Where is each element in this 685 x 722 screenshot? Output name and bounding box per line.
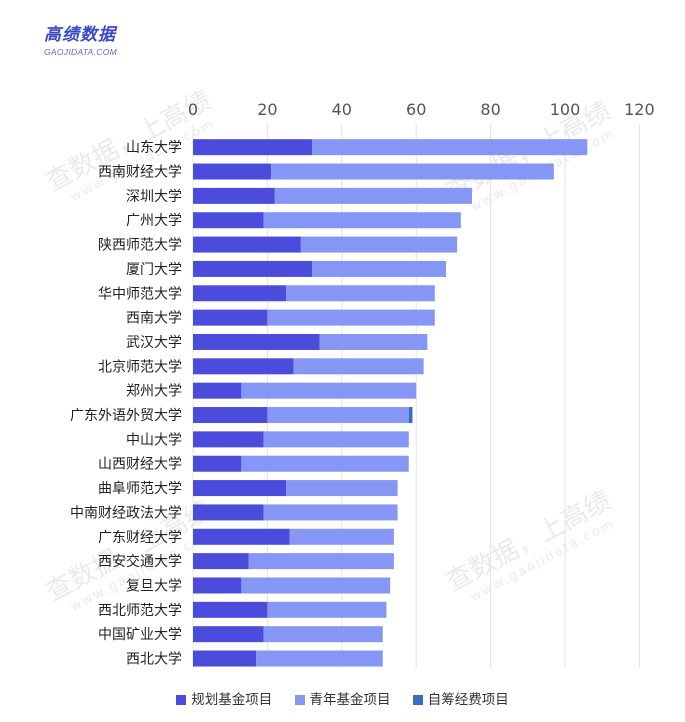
legend-item-self: 自筹经费项目: [412, 688, 509, 708]
x-tick-label: 80: [480, 100, 500, 119]
legend-swatch-youth: [294, 695, 305, 705]
category-label: 北京师范大学: [98, 358, 182, 375]
bar-planning: [193, 333, 320, 350]
category-label: 复旦大学: [126, 577, 182, 594]
bar-planning: [193, 212, 264, 229]
bar-youth: [256, 650, 383, 667]
bar-youth: [271, 163, 554, 180]
category-label: 郑州大学: [126, 384, 182, 400]
bar-planning: [193, 577, 242, 594]
bar-planning: [193, 382, 242, 399]
y-axis-categories: 山东大学西南财经大学深圳大学广州大学陕西师范大学厦门大学华中师范大学西南大学武汉…: [70, 140, 182, 667]
bar-planning: [193, 285, 286, 302]
bar-youth: [263, 212, 461, 229]
legend-item-planning: 规划基金项目: [176, 688, 272, 708]
bar-youth: [300, 236, 458, 253]
bars: [193, 139, 588, 667]
bar-planning: [193, 163, 272, 180]
x-tick-label: 100: [550, 100, 581, 119]
legend-item-youth: 青年基金项目: [294, 688, 391, 708]
x-tick-label: 0: [188, 100, 198, 119]
category-label: 广东财经大学: [98, 530, 182, 546]
category-label: 陕西师范大学: [98, 237, 182, 254]
x-tick-label: 20: [257, 100, 277, 119]
category-label: 山西财经大学: [98, 457, 182, 473]
category-label: 山东大学: [126, 140, 182, 156]
bar-planning: [193, 650, 257, 667]
bar-planning: [193, 455, 242, 472]
category-label: 深圳大学: [126, 189, 182, 205]
bar-youth: [267, 309, 435, 326]
bar-youth: [267, 601, 387, 618]
legend-label-youth: 青年基金项目: [309, 692, 391, 708]
category-label: 西南财经大学: [98, 165, 182, 181]
bar-youth: [248, 553, 394, 570]
category-label: 中南财经政法大学: [70, 505, 182, 521]
bar-planning: [193, 480, 286, 497]
bar-youth: [312, 260, 446, 277]
bar-planning: [193, 431, 264, 448]
bar-youth: [263, 626, 383, 643]
bar-self: [408, 407, 413, 424]
category-label: 曲阜师范大学: [98, 480, 182, 497]
bar-youth: [263, 431, 409, 448]
bar-youth: [286, 480, 398, 497]
bar-youth: [289, 528, 394, 545]
legend-label-planning: 规划基金项目: [191, 692, 273, 708]
brand-url: GAOJIDATA.COM: [44, 47, 118, 57]
bar-planning: [193, 626, 264, 643]
bar-youth: [241, 382, 417, 399]
bar-planning: [193, 553, 249, 570]
bar-planning: [193, 187, 275, 204]
bar-youth: [293, 358, 424, 375]
bar-youth: [286, 285, 435, 302]
category-label: 中山大学: [126, 432, 182, 448]
bar-planning: [193, 601, 268, 618]
category-label: 广州大学: [126, 213, 182, 229]
category-label: 厦门大学: [126, 262, 182, 278]
brand-name: 高绩数据: [44, 25, 116, 45]
brand-logo: 高绩数据 GAOJIDATA.COM: [44, 20, 117, 57]
bar-planning: [193, 504, 264, 521]
category-label: 西北大学: [126, 652, 182, 668]
bar-youth: [319, 333, 428, 350]
bar-youth: [241, 455, 409, 472]
bar-planning: [193, 407, 268, 424]
x-tick-label: 120: [624, 100, 655, 119]
bar-youth: [241, 577, 391, 594]
category-label: 西安交通大学: [98, 553, 182, 570]
bar-planning: [193, 260, 313, 277]
bar-youth: [267, 407, 409, 424]
x-tick-label: 40: [332, 100, 352, 119]
bar-youth: [263, 504, 398, 521]
legend-swatch-planning: [176, 695, 187, 705]
x-axis-ticks: 0 20 40 60 80 100 120: [188, 100, 655, 119]
bar-planning: [193, 236, 301, 253]
category-label: 西北师范大学: [98, 602, 182, 619]
bar-planning: [193, 139, 313, 156]
bar-planning: [193, 528, 290, 545]
category-label: 广东外语外贸大学: [70, 408, 182, 424]
category-label: 中国矿业大学: [98, 627, 182, 643]
legend: 规划基金项目 青年基金项目 自筹经费项目: [0, 688, 685, 708]
x-tick-label: 60: [406, 100, 426, 119]
legend-label-self: 自筹经费项目: [427, 692, 509, 708]
bar-youth: [274, 187, 472, 204]
bar-planning: [193, 358, 294, 375]
bar-youth: [312, 139, 588, 156]
category-label: 武汉大学: [126, 335, 182, 351]
category-label: 西南大学: [126, 311, 182, 327]
legend-swatch-self: [412, 695, 423, 705]
bar-planning: [193, 309, 268, 326]
category-label: 华中师范大学: [98, 285, 182, 302]
